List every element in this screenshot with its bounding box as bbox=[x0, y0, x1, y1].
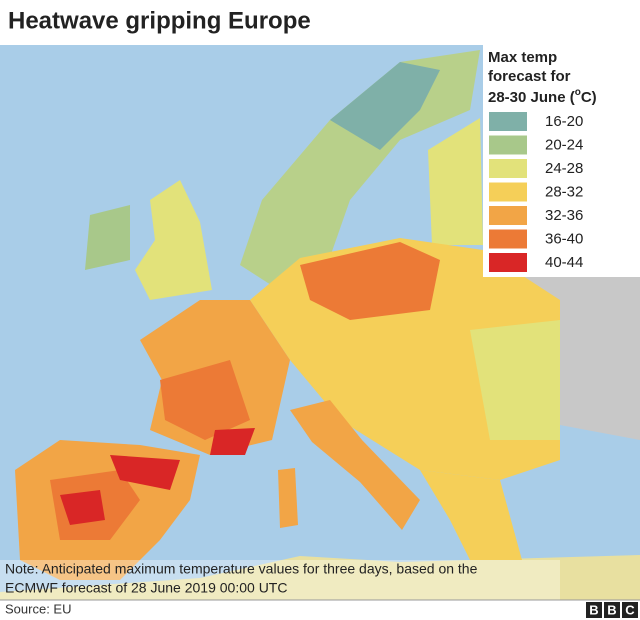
romania bbox=[470, 320, 560, 440]
ireland bbox=[85, 205, 130, 270]
central-spain bbox=[60, 490, 105, 525]
logo-block bbox=[622, 602, 638, 618]
note-backdrop bbox=[0, 560, 560, 600]
ebro-valley bbox=[110, 455, 180, 490]
legend-title-date: 28-30 June ( bbox=[488, 89, 575, 106]
legend-title-sup: o bbox=[575, 87, 581, 98]
legend-swatch bbox=[489, 206, 527, 225]
provence bbox=[210, 428, 255, 455]
legend-swatch bbox=[489, 135, 527, 155]
legend-title: Max temp bbox=[488, 49, 557, 66]
legend-label: 16-20 bbox=[545, 113, 583, 130]
germany-poland-hot bbox=[300, 242, 440, 320]
legend-label: 28-32 bbox=[545, 183, 583, 200]
legend-swatch bbox=[489, 253, 527, 272]
legend-swatch bbox=[489, 112, 527, 131]
legend-swatch bbox=[489, 159, 527, 178]
great-britain bbox=[135, 180, 212, 300]
legend-title: 28-30 June (oC) bbox=[488, 87, 597, 106]
north-africa bbox=[0, 555, 640, 600]
finland bbox=[428, 118, 483, 245]
legend-label: 36-40 bbox=[545, 230, 583, 247]
legend-label: 40-44 bbox=[545, 254, 583, 271]
source: Source: EU bbox=[5, 601, 71, 616]
legend-label: 32-36 bbox=[545, 207, 583, 224]
legend-label: 20-24 bbox=[545, 136, 583, 153]
note: ECMWF forecast of 28 June 2019 00:00 UTC bbox=[5, 580, 287, 596]
non-eu-east bbox=[483, 275, 640, 440]
logo-letter: C bbox=[625, 602, 635, 617]
france-south bbox=[160, 360, 250, 440]
logo-block bbox=[586, 602, 602, 618]
legend-title-end: C) bbox=[581, 89, 597, 106]
title: Heatwave gripping Europe bbox=[8, 7, 311, 34]
note: Note: Anticipated maximum temperature va… bbox=[5, 561, 478, 577]
legend-label: 24-28 bbox=[545, 160, 583, 177]
sardinia bbox=[278, 468, 298, 528]
logo-block bbox=[604, 602, 620, 618]
balkans bbox=[420, 470, 522, 560]
logo-letter: B bbox=[607, 602, 616, 617]
logo-letter: B bbox=[589, 602, 598, 617]
legend-swatch bbox=[489, 229, 527, 249]
scandinavia bbox=[240, 50, 480, 292]
legend-swatch bbox=[489, 182, 527, 202]
legend-title: forecast for bbox=[488, 68, 571, 85]
norway-north bbox=[330, 62, 440, 150]
legend: Max temp forecast for 28-30 June (oC) 16… bbox=[488, 49, 597, 272]
italy bbox=[290, 400, 420, 530]
